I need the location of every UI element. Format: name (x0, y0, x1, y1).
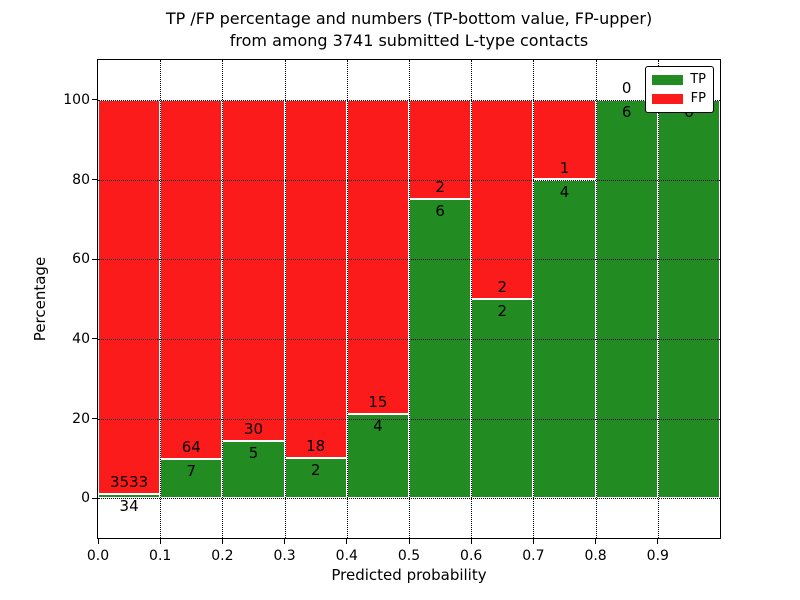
bar-tp-count-label: 6 (435, 202, 445, 221)
y-tick-mark (92, 338, 97, 340)
x-tick-label: 0.1 (149, 548, 172, 564)
bar-tp-segment (98, 494, 161, 499)
x-gridline (471, 60, 473, 538)
legend-label-fp: FP (690, 90, 706, 106)
bar-fp-segment (222, 99, 285, 442)
bar-fp-count-label: 1 (559, 158, 570, 177)
bar-tp-segment (409, 199, 472, 499)
bar-tp-count-label: 4 (373, 417, 383, 436)
y-tick-mark (92, 179, 97, 180)
y-tick-mark (92, 418, 97, 419)
bar-tp-count-label: 4 (559, 182, 570, 201)
y-tick-mark (92, 258, 97, 260)
bar-fp-count-label: 18 (306, 437, 326, 456)
x-tick-label: 0.9 (646, 548, 669, 564)
x-tick-mark (284, 539, 286, 544)
y-tick-label: 20 (72, 410, 90, 427)
bar-tp-count-label: 2 (497, 302, 508, 320)
bar-tp-segment (222, 441, 285, 499)
x-tick-mark (470, 539, 472, 544)
x-tick-label: 0.7 (522, 548, 545, 564)
bar-tp-count-label: 7 (186, 461, 197, 480)
bar-fp-count-label: 3533 (110, 473, 149, 492)
bar-fp-segment (346, 99, 409, 415)
bar-fp-segment (533, 99, 596, 180)
bar-tp-count-label: 6 (621, 102, 632, 121)
x-tick-mark (346, 539, 348, 544)
x-axis-label: Predicted probability (331, 566, 487, 584)
bar-fp-count-label: 0 (621, 78, 632, 97)
x-tick-label: 0.0 (86, 548, 110, 564)
bar-fp-segment (284, 99, 347, 459)
x-tick-label: 0.4 (335, 548, 358, 564)
x-tick-label: 0.5 (397, 548, 421, 564)
bar-tp-segment (471, 299, 534, 499)
x-gridline (284, 60, 286, 538)
bar-tp-count-label: 34 (119, 497, 139, 516)
bar-fp-segment (160, 99, 223, 459)
y-axis-label: Percentage (31, 256, 49, 342)
x-gridline (533, 60, 535, 538)
y-tick-label: 100 (63, 91, 90, 108)
y-tick-label: 0 (81, 490, 90, 507)
x-gridline (346, 60, 348, 538)
legend-entry-tp: TP (652, 73, 706, 87)
x-tick-mark (97, 539, 99, 544)
y-tick-label: 80 (72, 171, 90, 188)
bar-fp-segment (98, 99, 161, 495)
x-tick-mark (657, 539, 659, 544)
x-gridline (595, 60, 597, 538)
chart-title: TP /FP percentage and numbers (TP-bottom… (97, 8, 721, 52)
bar-tp-segment (595, 99, 658, 499)
bar-tp-segment (284, 458, 347, 499)
x-tick-mark (221, 539, 223, 544)
legend-entry-fp: FP (652, 90, 706, 106)
bar-fp-count-label: 64 (181, 437, 201, 456)
bar-fp-count-label: 15 (368, 393, 388, 412)
x-tick-label: 0.3 (273, 548, 296, 564)
bar-fp-segment (471, 99, 534, 299)
x-tick-mark (595, 539, 597, 544)
y-tick-label: 60 (72, 251, 90, 268)
x-gridline (222, 60, 224, 538)
legend: TP FP (645, 66, 714, 113)
x-tick-mark (532, 539, 534, 544)
y-tick-mark (92, 99, 97, 101)
bar-tp-segment (657, 99, 720, 499)
bar-fp-count-label: 2 (435, 178, 445, 197)
bar-fp-count-label: 30 (243, 420, 264, 439)
x-tick-mark (159, 539, 161, 544)
bar-tp-count-label: 5 (248, 444, 259, 463)
legend-label-tp: TP (690, 72, 706, 88)
bar-tp-segment (346, 414, 409, 499)
y-tick-mark (92, 497, 97, 499)
x-gridline (657, 60, 659, 538)
x-tick-label: 0.8 (584, 548, 607, 564)
bar-fp-segment (409, 99, 472, 200)
x-gridline (160, 60, 162, 538)
legend-swatch-tp-icon (652, 75, 683, 86)
x-tick-label: 0.6 (460, 548, 483, 564)
legend-swatch-fp-icon (652, 93, 683, 104)
x-gridline (409, 60, 410, 538)
x-tick-mark (408, 539, 410, 544)
chart-title-line1: TP /FP percentage and numbers (TP-bottom… (165, 9, 653, 28)
x-tick-label: 0.2 (211, 548, 234, 564)
bar-tp-count-label: 2 (310, 461, 321, 480)
y-tick-label: 40 (72, 330, 90, 347)
bar-fp-count-label: 2 (497, 278, 508, 296)
chart-title-line2: from among 3741 submitted L-type contact… (229, 31, 589, 50)
